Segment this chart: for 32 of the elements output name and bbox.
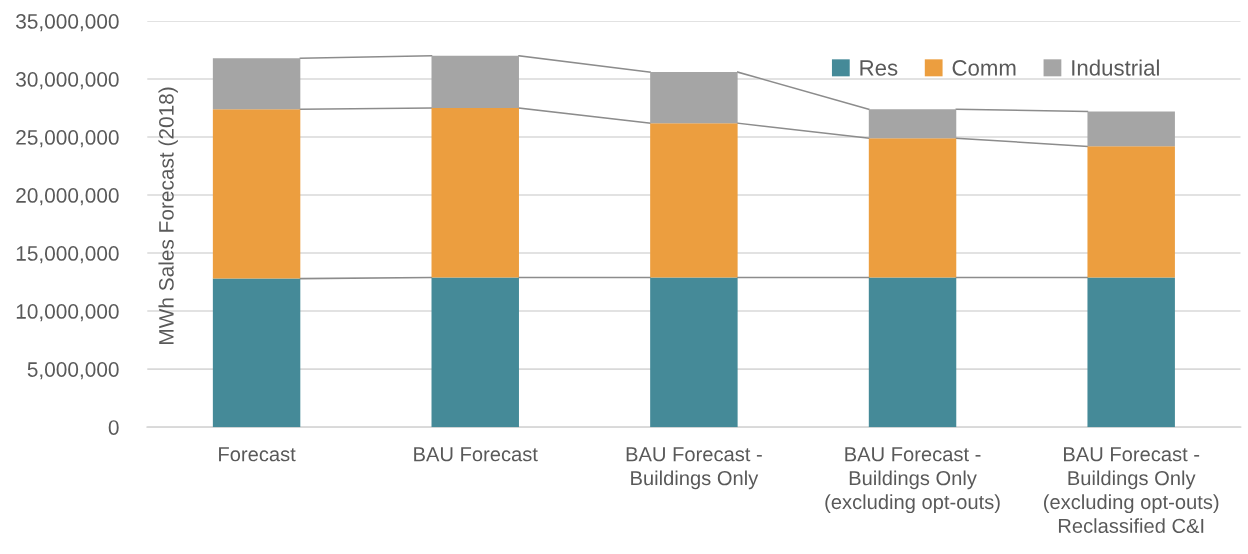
- bar: [431, 55, 519, 109]
- x-tick-label: BAU Forecast - Buildings Only: [626, 447, 762, 490]
- x-tick-label: BAU Forecast: [414, 447, 538, 462]
- bar: [868, 277, 957, 428]
- bar: [650, 277, 738, 428]
- legend-label: Industrial: [1072, 59, 1159, 76]
- bar: [431, 108, 519, 278]
- bar: [431, 277, 519, 428]
- y-tick-label: 5,000,000: [27, 362, 119, 380]
- x-tick-label: BAU Forecast - Buildings Only (excluding opt-outs): [825, 447, 1000, 514]
- legend-label: Comm: [952, 60, 1016, 76]
- bar: [212, 278, 301, 428]
- x-tick-label: BAU Forecast - Buildings Only (excluding opt-outs) Reclassified C&I: [1044, 447, 1219, 534]
- y-tick-label: 10,000,000: [16, 304, 119, 322]
- bar: [212, 58, 301, 110]
- bar: [212, 109, 301, 279]
- bar: [868, 109, 957, 139]
- y-axis-title: MWh Sales Forecast (2018): [158, 87, 178, 344]
- x-tick-label: Forecast: [219, 447, 296, 462]
- y-tick-label: 15,000,000: [16, 246, 119, 264]
- bar: [650, 72, 738, 124]
- legend-label: Res: [860, 60, 898, 76]
- bar: [1087, 111, 1175, 147]
- y-tick-label: 0: [108, 420, 119, 435]
- y-tick-label: 30,000,000: [16, 72, 119, 90]
- bar: [868, 138, 957, 278]
- bar: [1087, 277, 1175, 428]
- y-tick-label: 25,000,000: [16, 130, 119, 148]
- bar: [650, 123, 738, 278]
- y-tick-label: 20,000,000: [16, 188, 119, 206]
- bar: [1087, 146, 1175, 278]
- y-tick-label: 35,000,000: [16, 14, 119, 32]
